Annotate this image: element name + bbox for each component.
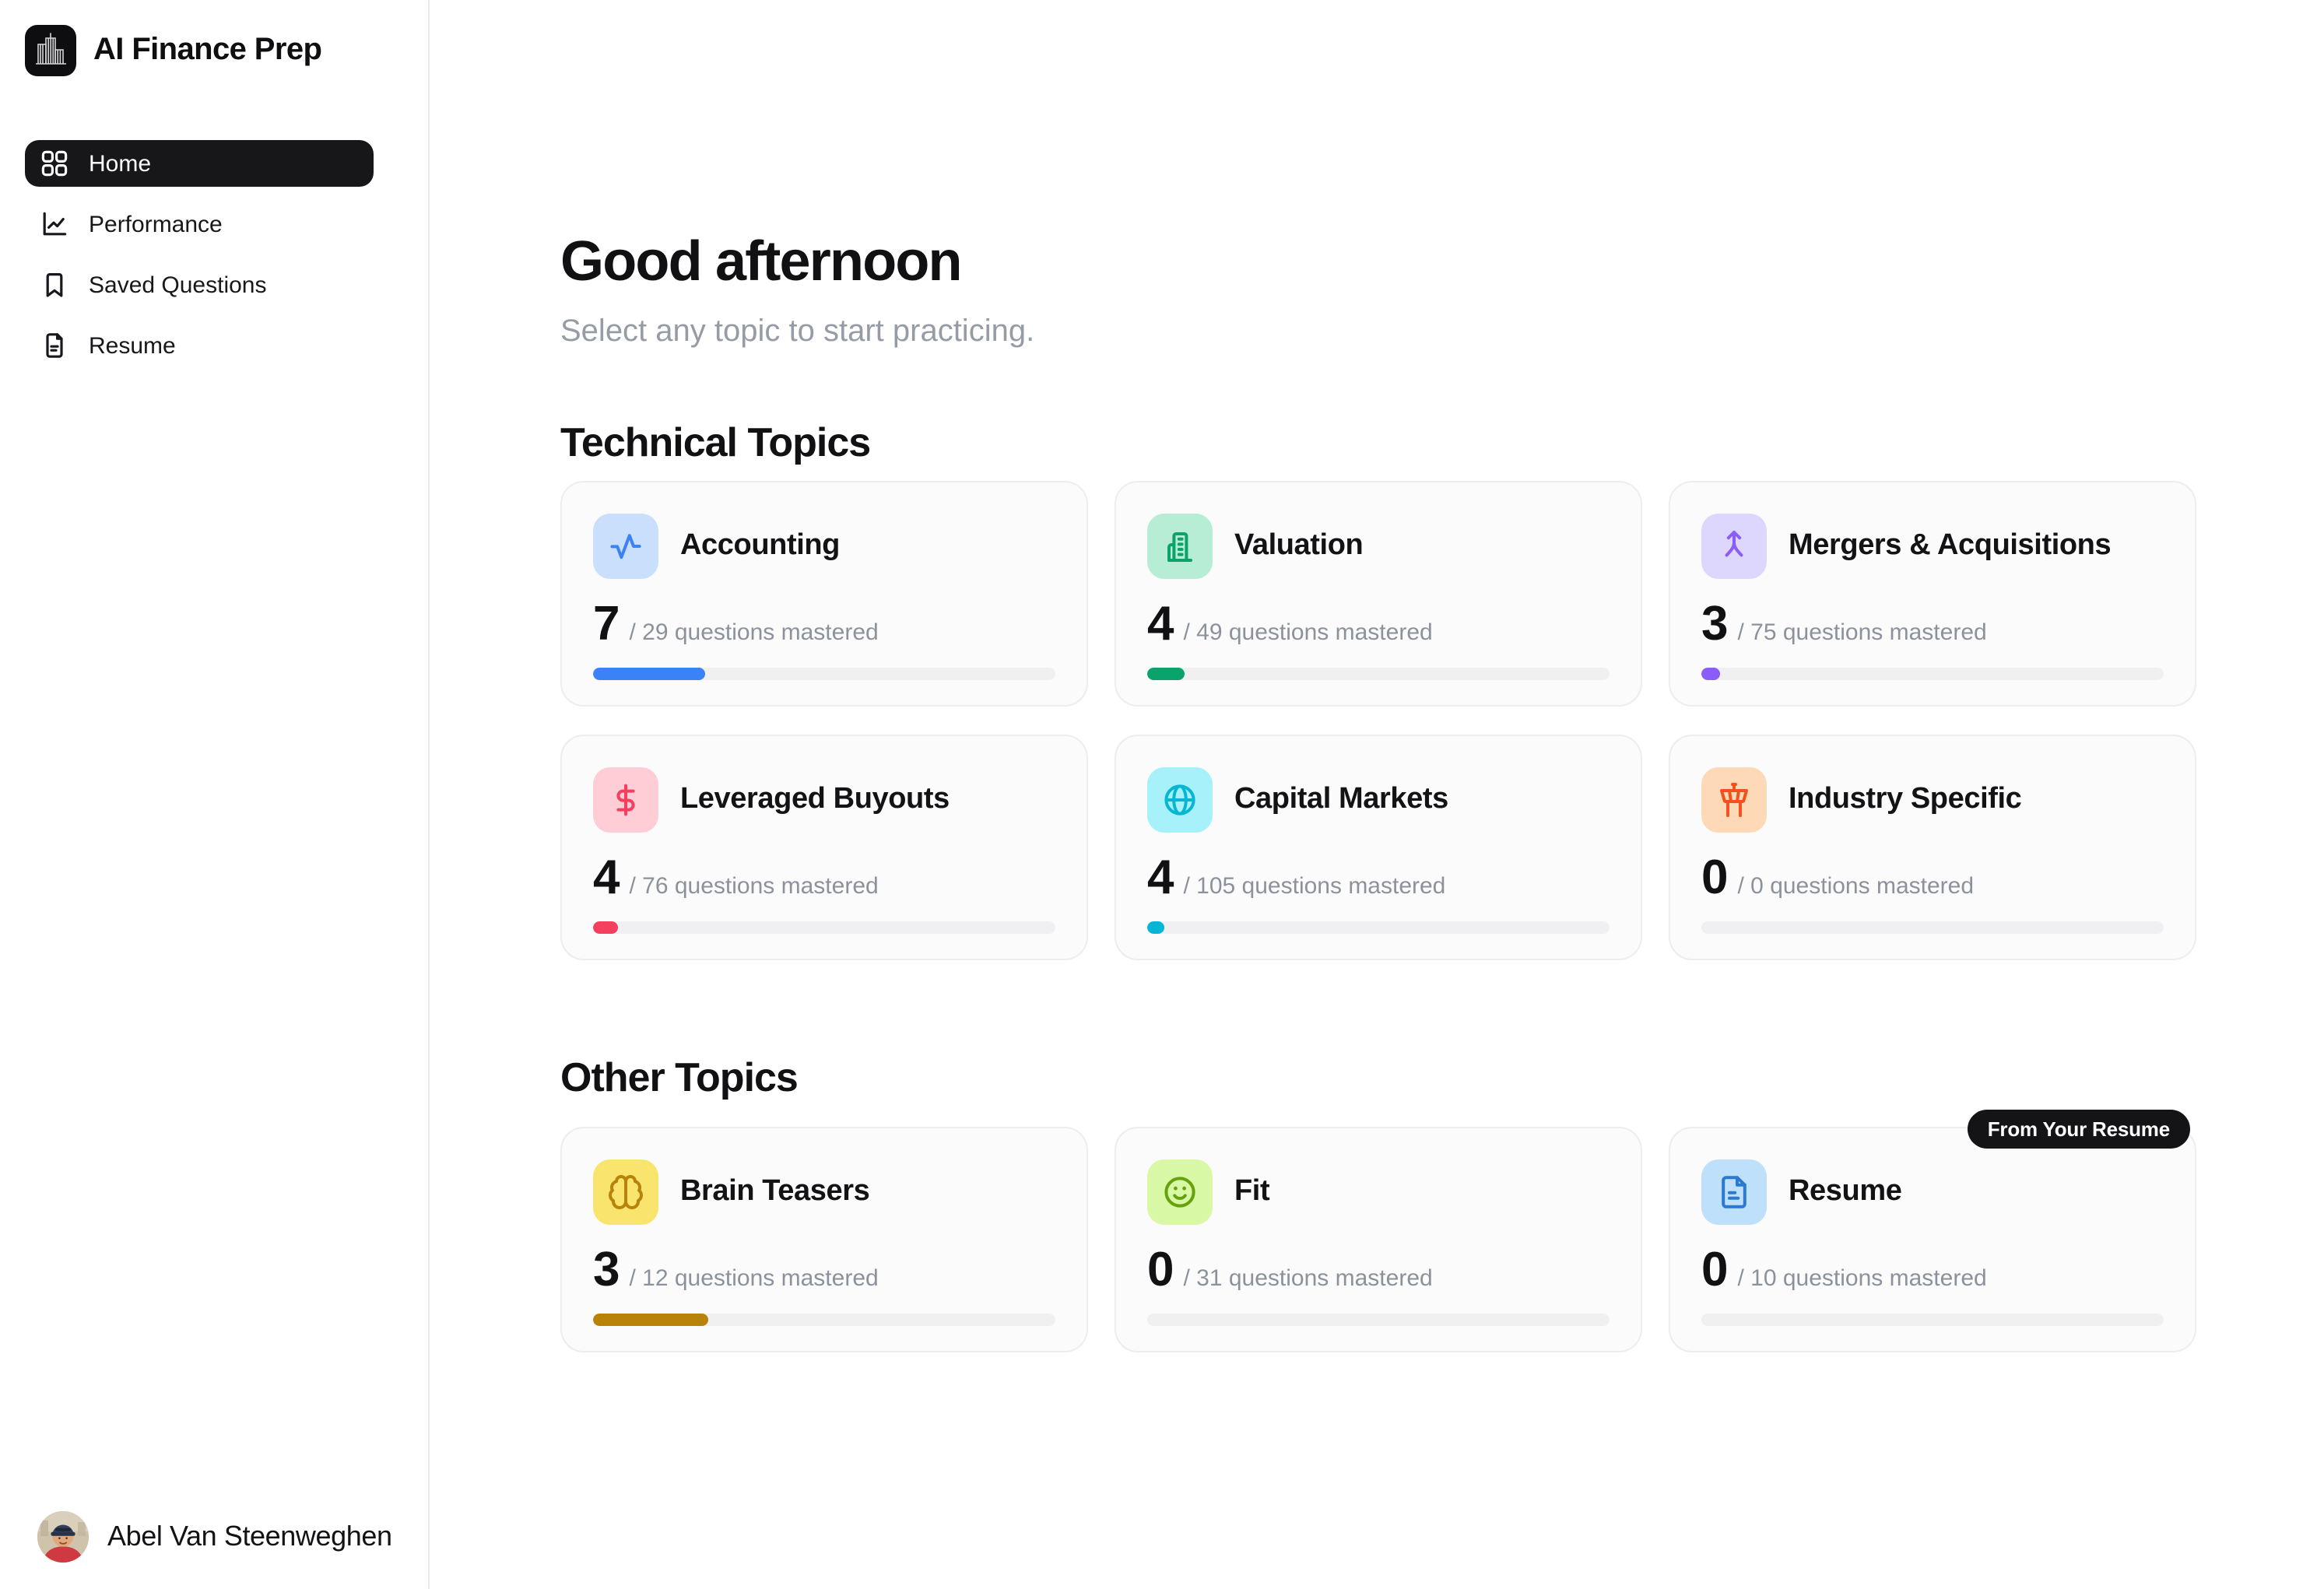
progress-bar <box>593 668 1055 680</box>
main-content: Good afternoon Select any topic to start… <box>430 0 2324 1589</box>
topic-title: Fit <box>1234 1175 1270 1208</box>
mastered-count: 4 <box>593 850 620 904</box>
mastered-count: 7 <box>593 596 620 651</box>
sidebar-item-label: Home <box>89 150 152 177</box>
mastered-label: / 12 questions mastered <box>629 1265 879 1292</box>
topic-card-industry-specific[interactable]: Industry Specific 0 / 0 questions master… <box>1669 735 2196 960</box>
section-title-technical: Technical Topics <box>560 419 871 465</box>
mastered-label: / 31 questions mastered <box>1183 1265 1433 1292</box>
avatar <box>37 1511 89 1563</box>
progress-bar <box>1701 1314 2164 1326</box>
sidebar-item-resume[interactable]: Resume <box>25 322 374 369</box>
sidebar-item-label: Performance <box>89 211 223 237</box>
mastered-label: / 29 questions mastered <box>629 619 879 646</box>
greeting-subtitle: Select any topic to start practicing. <box>560 314 1035 349</box>
sidebar-item-performance[interactable]: Performance <box>25 201 374 247</box>
sidebar-item-home[interactable]: Home <box>25 140 374 187</box>
file-icon <box>40 331 68 360</box>
greeting-heading: Good afternoon <box>560 229 963 293</box>
sidebar-nav: Home Performance Saved Questions Resume <box>25 140 374 369</box>
mastered-label: / 0 questions mastered <box>1737 873 1975 900</box>
progress-bar <box>1701 921 2164 934</box>
topic-card-valuation[interactable]: Valuation 4 / 49 questions mastered <box>1115 481 1642 707</box>
progress-bar <box>593 1314 1055 1326</box>
other-topics-grid: Brain Teasers 3 / 12 questions mastered … <box>560 1110 2324 1352</box>
brand: AI Finance Prep <box>25 25 428 76</box>
topic-card-fit[interactable]: Fit 0 / 31 questions mastered <box>1115 1127 1642 1352</box>
topic-card-leveraged-buyouts[interactable]: Leveraged Buyouts 4 / 76 questions maste… <box>560 735 1088 960</box>
merge-arrow-icon <box>1701 514 1767 579</box>
brain-icon <box>593 1159 658 1225</box>
mastered-label: / 75 questions mastered <box>1737 619 1987 646</box>
app-logo-icon <box>25 25 76 76</box>
topic-card-resume[interactable]: From Your Resume Resume 0 / 10 questions… <box>1669 1110 2196 1352</box>
progress-bar <box>593 921 1055 934</box>
globe-icon <box>1147 767 1213 833</box>
mastered-label: / 49 questions mastered <box>1183 619 1433 646</box>
mastered-count: 4 <box>1147 596 1174 651</box>
section-title-other: Other Topics <box>560 1054 799 1100</box>
user-profile[interactable]: Abel Van Steenweghen <box>37 1511 392 1563</box>
sidebar: AI Finance Prep Home Performance Saved Q… <box>0 0 430 1589</box>
mastered-count: 0 <box>1701 1242 1729 1296</box>
sidebar-item-saved-questions[interactable]: Saved Questions <box>25 261 374 308</box>
progress-bar <box>1147 921 1610 934</box>
topic-title: Accounting <box>680 529 840 562</box>
mastered-count: 3 <box>593 1242 620 1296</box>
topic-card-brain-teasers[interactable]: Brain Teasers 3 / 12 questions mastered <box>560 1127 1088 1352</box>
bookmark-icon <box>40 271 68 299</box>
sidebar-item-label: Saved Questions <box>89 272 267 298</box>
mastered-label: / 10 questions mastered <box>1737 1265 1987 1292</box>
progress-bar <box>1701 668 2164 680</box>
topic-title: Leveraged Buyouts <box>680 783 950 816</box>
topic-card-accounting[interactable]: Accounting 7 / 29 questions mastered <box>560 481 1088 707</box>
mastered-label: / 105 questions mastered <box>1183 873 1446 900</box>
topic-card-capital-markets[interactable]: Capital Markets 4 / 105 questions master… <box>1115 735 1642 960</box>
control-tower-icon <box>1701 767 1767 833</box>
app-title: AI Finance Prep <box>93 33 322 67</box>
topic-title: Resume <box>1789 1175 1902 1208</box>
topic-title: Capital Markets <box>1234 783 1448 816</box>
topic-card-mergers-acquisitions[interactable]: Mergers & Acquisitions 3 / 75 questions … <box>1669 481 2196 707</box>
progress-bar <box>1147 668 1610 680</box>
smiley-icon <box>1147 1159 1213 1225</box>
dollar-icon <box>593 767 658 833</box>
from-your-resume-badge: From Your Resume <box>1967 1110 2190 1149</box>
sidebar-item-label: Resume <box>89 332 176 359</box>
user-name: Abel Van Steenweghen <box>107 1521 392 1552</box>
activity-icon <box>593 514 658 579</box>
mastered-count: 3 <box>1701 596 1729 651</box>
mastered-count: 4 <box>1147 850 1174 904</box>
progress-bar <box>1147 1314 1610 1326</box>
topic-title: Mergers & Acquisitions <box>1789 529 2112 562</box>
topic-title: Brain Teasers <box>680 1175 870 1208</box>
mastered-count: 0 <box>1147 1242 1174 1296</box>
mastered-label: / 76 questions mastered <box>629 873 879 900</box>
chart-line-icon <box>40 210 68 238</box>
file-text-icon <box>1701 1159 1767 1225</box>
grid-icon <box>40 149 68 177</box>
technical-topics-grid: Accounting 7 / 29 questions mastered Val… <box>560 481 2324 960</box>
mastered-count: 0 <box>1701 850 1729 904</box>
building-icon <box>1147 514 1213 579</box>
topic-title: Industry Specific <box>1789 783 2022 816</box>
topic-title: Valuation <box>1234 529 1364 562</box>
